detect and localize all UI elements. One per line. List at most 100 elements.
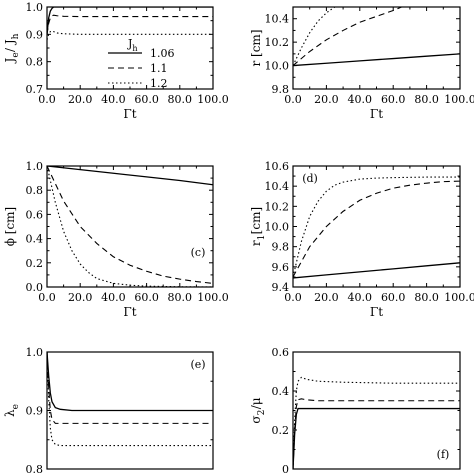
panel-c: 0.0 0.2 0.4 0.6 0.8 1.0 0.0 20.0 40.0 60.0 80.0 100…: [3, 160, 229, 319]
panel-b: 9.8 10.0 10.2 10.4 0.0 20.0 40.0 60.0 80.0 100.0 Γ…: [249, 6, 474, 121]
y-axis-label-part: r [cm]: [249, 29, 263, 66]
y-tick-label: 9.8: [272, 83, 290, 96]
panel-annotation: (f): [437, 448, 450, 461]
x-tick-label: 80.0: [168, 291, 193, 304]
y-tick-label: 1.0: [26, 346, 44, 359]
y-axis-label: r1 [cm]: [249, 207, 267, 246]
legend-entry: 1.2: [150, 77, 168, 90]
y-axis-label-part: ϕ [cm]: [3, 207, 17, 246]
x-tick-label: 80.0: [168, 93, 193, 106]
panel-annotation: (c): [191, 246, 206, 259]
x-tick-label: 100.0: [444, 93, 474, 106]
series-line-dashed: [47, 166, 213, 284]
legend-title: Jh: [127, 37, 138, 53]
y-tick-label: 0.8: [26, 184, 44, 197]
series-line-dotted: [293, 176, 460, 278]
plot-frame: [292, 351, 461, 470]
series-line-dotted: [293, 376, 460, 469]
series-line-dotted: [47, 166, 213, 287]
y-axis-label: r [cm]: [249, 29, 263, 66]
y-axis-label-sub: e: [11, 404, 21, 409]
x-axis-label: Γt: [370, 107, 383, 121]
legend-entry: 1.1: [150, 62, 168, 75]
series-line-dashed: [47, 352, 213, 424]
y-axis-label-sub: 2: [257, 410, 267, 416]
y-axis-label-part: λ: [3, 409, 17, 417]
x-tick-label: 20.0: [68, 93, 93, 106]
legend: Jh 1.06 1.1 1.2: [108, 37, 175, 90]
series-line-dashed: [293, 180, 460, 278]
x-tick-label: 60.0: [134, 291, 159, 304]
y-tick-label: 9.4: [272, 281, 290, 294]
x-tick-label: 100.0: [197, 291, 229, 304]
y-tick-label: 9.8: [272, 241, 290, 254]
series-line-dashed: [293, 7, 402, 66]
panel-d: 9.4 9.6 9.8 10.0 10.2 10.4 10.6 0.0 20.0 40.0 60.0…: [249, 160, 474, 319]
y-tick-label: 0.2: [26, 257, 44, 270]
x-axis-label: Γt: [370, 305, 383, 319]
x-tick-label: 40.0: [101, 93, 126, 106]
series-line-solid: [47, 166, 213, 186]
series-line-dotted: [293, 7, 336, 66]
x-tick-label: 40.0: [348, 291, 373, 304]
series-line-dotted: [47, 30, 213, 40]
series-line-solid: [293, 53, 460, 67]
y-axis-label-part: J: [3, 57, 17, 64]
y-tick-label: 0.6: [272, 346, 290, 359]
y-axis-label-part: r: [249, 240, 263, 246]
series-line-solid: [293, 407, 460, 469]
y-tick-label: 0.7: [26, 83, 44, 96]
y-tick-label: 0.9: [26, 405, 44, 418]
series-line-solid: [47, 7, 213, 35]
panel-f: 0 0.2 0.4 0.6 σ2 /μ (f): [249, 346, 461, 474]
y-tick-label: 9.6: [272, 261, 290, 274]
x-tick-label: 60.0: [381, 93, 406, 106]
x-tick-label: 80.0: [414, 93, 439, 106]
y-axis-label: Je / Jh: [3, 33, 21, 64]
y-axis-label: σ2 /μ: [249, 397, 267, 423]
legend-entry: 1.06: [150, 47, 175, 60]
x-tick-label: 20.0: [314, 291, 339, 304]
x-tick-label: 100.0: [444, 291, 474, 304]
y-tick-label: 0.6: [26, 208, 44, 221]
panel-a: 0.7 0.8 0.9 1.0 0.0 20.0 40.0 60.0 80.0 100.0 Γt Je…: [3, 1, 229, 121]
x-tick-label: 60.0: [381, 291, 406, 304]
x-tick-label: 40.0: [348, 93, 373, 106]
x-tick-label: 0.0: [38, 291, 56, 304]
y-tick-label: 0.0: [26, 281, 44, 294]
x-tick-label: 20.0: [314, 93, 339, 106]
series-line-solid: [47, 352, 213, 412]
series-line-solid: [293, 262, 460, 279]
x-axis-label: Γt: [123, 305, 136, 319]
plot-frame: [292, 6, 461, 90]
x-tick-label: 40.0: [101, 291, 126, 304]
x-tick-label: 20.0: [68, 291, 93, 304]
y-axis-label-sub: 1: [257, 235, 267, 241]
series-line-dashed: [293, 398, 460, 469]
y-tick-label: 10.2: [265, 200, 290, 213]
x-tick-label: 80.0: [414, 291, 439, 304]
y-axis-label-part: /μ: [249, 397, 263, 409]
y-axis-label-part: / J: [3, 39, 17, 52]
y-tick-label: 1.0: [26, 1, 44, 14]
y-tick-label: 0.8: [26, 463, 44, 474]
series-line-dotted: [47, 352, 213, 447]
y-tick-label: 10.4: [265, 13, 290, 26]
y-tick-label: 0.4: [272, 385, 290, 398]
x-tick-label: 0.0: [38, 93, 56, 106]
y-tick-label: 10.0: [265, 60, 290, 73]
y-tick-label: 10.6: [265, 160, 290, 173]
y-axis-label: ϕ [cm]: [3, 207, 17, 246]
y-tick-label: 0.4: [26, 233, 44, 246]
panel-e: 0.8 0.9 1.0 λe (e): [3, 346, 214, 474]
y-tick-label: 0.9: [26, 28, 44, 41]
y-axis-label-sub: e: [11, 52, 21, 57]
y-tick-label: 10.0: [265, 221, 290, 234]
x-tick-label: 0.0: [284, 291, 302, 304]
x-tick-label: 60.0: [134, 93, 159, 106]
y-tick-label: 0: [282, 463, 289, 474]
y-tick-label: 10.2: [265, 36, 290, 49]
y-tick-label: 0.2: [272, 424, 290, 437]
y-tick-label: 10.4: [265, 180, 290, 193]
